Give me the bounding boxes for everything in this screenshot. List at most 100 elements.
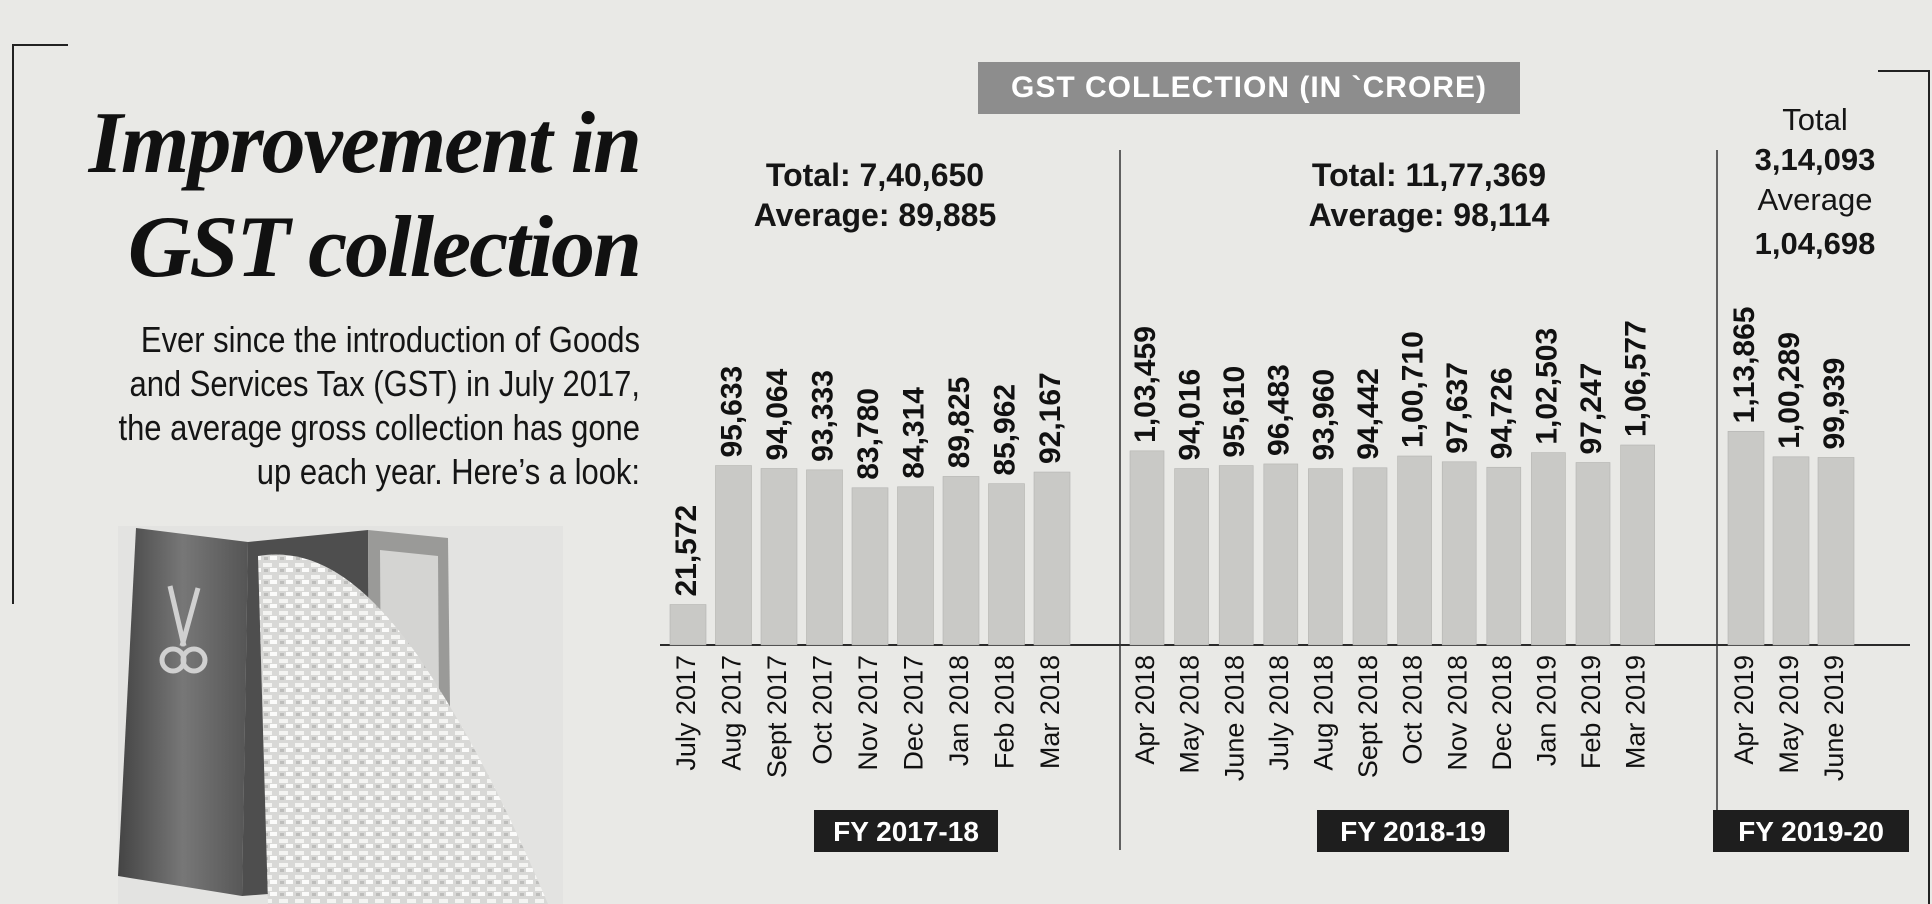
x-tick-label: Dec 2018	[1487, 655, 1517, 771]
bar-value-label: 94,064	[761, 368, 794, 460]
bar	[1308, 468, 1343, 646]
fy-summary-text: Total: 11,77,369	[1312, 157, 1546, 193]
bar-value-label: 1,02,503	[1530, 328, 1563, 445]
intro-line-2: and Services Tax (GST) in July 2017,	[129, 363, 641, 404]
fy-label-badge	[1713, 810, 1909, 852]
bar	[1575, 462, 1611, 646]
bar-value-label: 92,167	[1034, 372, 1067, 464]
x-tick-label: Nov 2017	[853, 655, 883, 771]
x-tick-label: Aug 2018	[1309, 655, 1339, 771]
frame-top-rule	[12, 44, 68, 46]
bar-value-label: 96,483	[1263, 364, 1296, 456]
bar-value-label: 1,00,289	[1773, 332, 1806, 449]
x-tick-label: Jan 2018	[944, 655, 974, 766]
x-tick-label: Mar 2018	[1035, 655, 1065, 769]
scissors-icon	[159, 585, 208, 674]
bar-value-label: 1,00,710	[1397, 331, 1430, 448]
fy-label-badge	[814, 810, 998, 852]
x-tick-label: Apr 2018	[1130, 655, 1160, 765]
intro-line-3: the average gross collection has gone	[118, 407, 641, 448]
bar	[669, 604, 707, 646]
fy-summary-text: Average	[1758, 182, 1873, 217]
x-tick-label: July 2018	[1264, 655, 1294, 771]
bar-value-label: 94,442	[1352, 368, 1385, 460]
bar	[1620, 444, 1655, 646]
bar	[851, 487, 889, 646]
bar-value-label: 21,572	[670, 505, 703, 597]
frame-left-rule	[12, 44, 14, 604]
fy-summary-text: Total	[1782, 102, 1847, 137]
fy-summary-text: Average: 89,885	[754, 197, 997, 233]
x-tick-label: July 2017	[671, 655, 701, 771]
fy-label-text: FY 2018-19	[1340, 816, 1486, 847]
bar-value-label: 85,962	[988, 384, 1021, 476]
bar	[1531, 452, 1566, 646]
headline-line-2: GST collection	[127, 199, 642, 296]
bar	[1397, 455, 1432, 646]
intro-text: Ever since the introduction of Goods and…	[107, 318, 640, 494]
fy-label-text: FY 2017-18	[833, 816, 979, 847]
fy-summary-text: Total: 7,40,650	[766, 157, 984, 193]
fy-summary-text: 1,04,698	[1755, 226, 1876, 261]
bar-value-label: 97,247	[1575, 363, 1608, 455]
bar-value-label: 84,314	[897, 387, 930, 479]
fy-summary-text: 3,14,093	[1755, 142, 1876, 177]
x-tick-label: May 2018	[1175, 655, 1205, 774]
bar	[988, 483, 1025, 646]
x-tick-label: Aug 2017	[717, 655, 747, 771]
bar	[1727, 431, 1765, 646]
bar-value-label: 83,780	[852, 388, 885, 480]
x-tick-label: June 2018	[1219, 655, 1249, 781]
bar	[1817, 457, 1855, 646]
bar-value-label: 97,637	[1441, 362, 1474, 454]
bar-value-label: 94,016	[1174, 369, 1207, 461]
bar	[1174, 468, 1209, 646]
bar-value-label: 1,03,459	[1129, 326, 1162, 443]
bar	[1441, 461, 1477, 646]
gst-shredder-photo	[118, 526, 563, 904]
frame-right-rule	[1928, 70, 1930, 904]
x-tick-label: Sept 2018	[1353, 655, 1383, 778]
bar	[1033, 471, 1071, 646]
bar	[1218, 465, 1254, 646]
bar	[715, 465, 752, 646]
x-tick-label: Oct 2018	[1398, 655, 1428, 765]
fy-label-badge	[1317, 810, 1509, 852]
bar-value-label: 1,06,577	[1620, 320, 1653, 437]
bar	[1772, 456, 1810, 646]
bar-value-label: 1,13,865	[1728, 307, 1761, 424]
bar	[806, 469, 843, 646]
x-tick-label: Jan 2019	[1532, 655, 1562, 766]
bar	[1129, 450, 1165, 646]
intro-line-4: up each year. Here’s a look:	[256, 451, 640, 492]
bar	[1263, 463, 1299, 646]
bar-value-label: 94,726	[1486, 367, 1519, 459]
x-tick-label: Sept 2017	[762, 655, 792, 778]
x-tick-label: Oct 2017	[808, 655, 838, 765]
x-tick-label: June 2019	[1819, 655, 1849, 781]
bar-value-label: 93,960	[1307, 369, 1340, 461]
chart-title: GST COLLECTION (IN `CRORE)	[978, 62, 1520, 114]
bar	[1352, 467, 1388, 646]
bar	[760, 468, 798, 646]
frame-right-top-rule	[1878, 70, 1930, 72]
bar-value-label: 89,825	[943, 377, 976, 469]
bar-value-label: 99,939	[1818, 358, 1851, 450]
x-tick-label: Dec 2017	[899, 655, 929, 771]
fy-label-text: FY 2019-20	[1738, 816, 1884, 847]
bar	[897, 486, 934, 646]
x-tick-label: Feb 2019	[1576, 655, 1606, 769]
x-tick-label: May 2019	[1774, 655, 1804, 774]
headline: Improvement in GST collection	[40, 92, 642, 300]
x-tick-label: Apr 2019	[1729, 655, 1759, 765]
bar	[1486, 466, 1522, 646]
shredder-illustration	[118, 526, 563, 904]
x-tick-label: Nov 2018	[1442, 655, 1472, 771]
x-tick-label: Feb 2018	[990, 655, 1020, 769]
bar-value-label: 95,610	[1218, 366, 1251, 458]
fy-summary-text: Average: 98,114	[1309, 197, 1550, 233]
bar-value-label: 93,333	[806, 370, 839, 462]
headline-line-1: Improvement in	[88, 95, 642, 192]
bar	[942, 476, 980, 646]
bar-value-label: 95,633	[715, 366, 748, 458]
